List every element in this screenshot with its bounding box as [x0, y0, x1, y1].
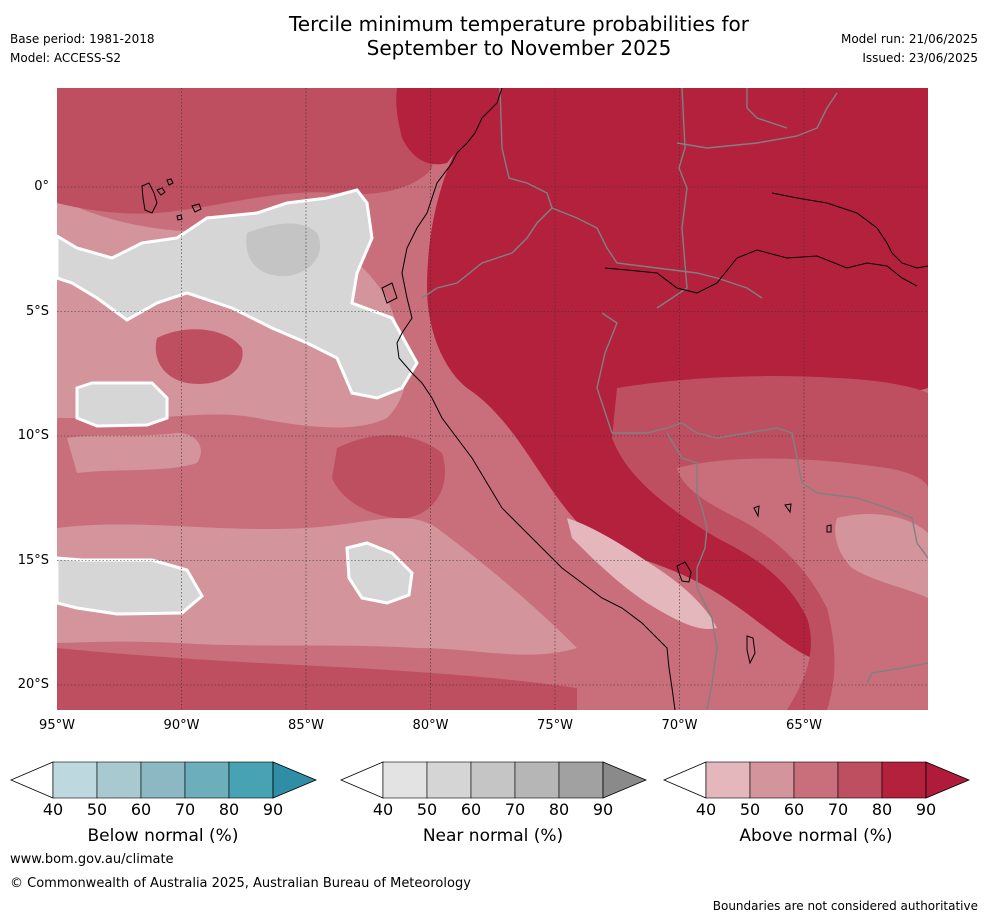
legend-swatch [184, 761, 230, 799]
header-meta-left: Base period: 1981-2018 Model: ACCESS-S2 [10, 31, 155, 69]
legend-tick-label: 70 [827, 800, 849, 819]
page-title: Tercile minimum temperature probabilitie… [200, 12, 838, 60]
issued-date: Issued: 23/06/2025 [862, 51, 978, 65]
longitude-tick-label: 75°W [537, 718, 573, 733]
legend-swatch [140, 761, 186, 799]
map-region-near-normal-core [246, 223, 321, 277]
longitude-tick-label: 90°W [163, 718, 200, 733]
legend-tick-label: 80 [218, 800, 240, 819]
latitude-tick-label: 20°S [17, 677, 49, 692]
legend-swatch [558, 761, 604, 799]
map-region-near-normal-south-west [57, 556, 204, 616]
longitude-tick-label: 85°W [288, 718, 324, 733]
legend-swatch [96, 761, 142, 799]
website-link[interactable]: www.bom.gov.au/climate [10, 852, 174, 867]
legend-title-near: Near normal (%) [422, 826, 564, 846]
legend-swatch [52, 761, 98, 799]
lake-titicaca [676, 503, 832, 665]
copyright-text: © Commonwealth of Australia 2025, Austra… [10, 876, 471, 891]
legend-swatch [881, 761, 927, 799]
legend-colorbar-near [340, 761, 648, 799]
legend-swatch [749, 761, 795, 799]
longitude-tick-label: 65°W [786, 718, 822, 733]
legend-tick-label: 80 [871, 800, 893, 819]
map-region-above-40-coastal [567, 518, 717, 629]
legend-max-extension [272, 761, 318, 799]
legend-tick-label: 40 [42, 800, 64, 819]
map-region-above-70-north [57, 88, 433, 214]
map-graticule [57, 88, 928, 710]
legend-tick-label: 70 [174, 800, 196, 819]
legend-tick-label: 50 [739, 800, 761, 819]
legend-swatch [228, 761, 274, 799]
legend-swatch [426, 761, 472, 799]
map-region-above-70-far-south [57, 648, 577, 710]
legend-swatch [470, 761, 516, 799]
legend-swatch [705, 761, 751, 799]
latitude-tick-label: 5°S [25, 303, 49, 319]
legend-swatch [793, 761, 839, 799]
legend-tick-label: 60 [460, 800, 482, 819]
legend-tick-label: 60 [130, 800, 152, 819]
legend-min-extension [10, 761, 54, 799]
model-name: Model: ACCESS-S2 [10, 51, 122, 65]
map-region-above-70-west [155, 329, 243, 384]
latitude-tick-label: 10°S [17, 428, 49, 443]
probability-map [57, 88, 928, 710]
legend-tick-label: 50 [86, 800, 108, 819]
legend-tick-label: 90 [915, 800, 937, 819]
base-period: Base period: 1981-2018 [10, 32, 155, 46]
legend-title-above: Above normal (%) [739, 826, 893, 846]
longitude-tick-label: 70°W [661, 718, 698, 733]
legend-tick-label: 70 [504, 800, 526, 819]
legend-colorbar-below [10, 761, 318, 799]
map-region-above-80-land [427, 88, 928, 658]
legend-swatch [382, 761, 428, 799]
latitude-tick-label: 15°S [17, 552, 49, 568]
legend-tick-label: 90 [592, 800, 614, 819]
header-meta-right: Model run: 21/06/2025 Issued: 23/06/2025 [841, 31, 978, 69]
longitude-tick-label: 80°W [412, 718, 449, 733]
map-region-above-50-south [57, 518, 577, 655]
map-region-above-50-central [67, 433, 201, 473]
legend-tick-label: 90 [262, 800, 284, 819]
country-borders [421, 88, 928, 710]
map-region-near-normal-equatorial [57, 188, 419, 400]
legend-tick-label: 40 [695, 800, 717, 819]
coastlines [381, 88, 928, 710]
model-run: Model run: 21/06/2025 [840, 32, 978, 46]
legend-tick-label: 80 [548, 800, 570, 819]
legend-min-extension [663, 761, 707, 799]
map-region-near-normal-south-central [345, 541, 414, 605]
legend-tick-label: 60 [783, 800, 805, 819]
legend-max-extension [925, 761, 971, 799]
legend-min-extension [340, 761, 384, 799]
map-region-above-70-coast [332, 435, 446, 519]
title-line-1: Tercile minimum temperature probabilitie… [288, 12, 750, 36]
latitude-tick-label: 0° [34, 179, 49, 194]
legend-max-extension [602, 761, 648, 799]
disclaimer-text: Boundaries are not considered authoritat… [712, 899, 978, 913]
legend-swatch [514, 761, 560, 799]
galapagos-islands [141, 178, 202, 221]
longitude-tick-label: 95°W [39, 718, 75, 733]
legend-tick-label: 40 [372, 800, 394, 819]
legend-tick-label: 50 [416, 800, 438, 819]
legend-colorbar-above [663, 761, 971, 799]
map-region-above-50-east [835, 513, 928, 598]
map-region-above-80-north-ocean [396, 88, 497, 165]
map-region-near-normal-island [75, 381, 169, 428]
legend-title-below: Below normal (%) [87, 826, 239, 846]
legend-swatch [837, 761, 883, 799]
title-line-2: September to November 2025 [366, 36, 672, 60]
